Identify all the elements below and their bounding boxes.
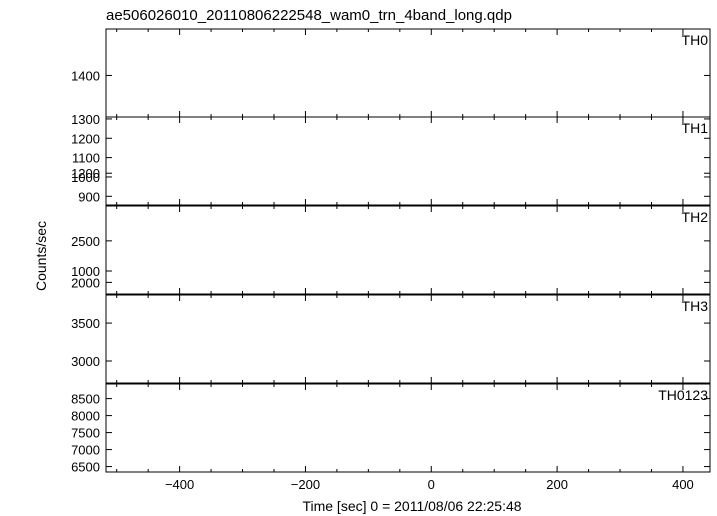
y-tick-label: 1000 xyxy=(71,264,100,279)
y-tick-label: 1400 xyxy=(71,68,100,83)
y-tick-label: 2500 xyxy=(71,234,100,249)
panels-group: 100012001400TH09001000110012001300TH1200… xyxy=(71,28,711,492)
x-axis-label: Time [sec] 0 = 2011/08/06 22:25:48 xyxy=(302,498,521,514)
series-line-th2 xyxy=(110,212,698,294)
series-line-th1 xyxy=(110,121,698,212)
y-tick-label: 3500 xyxy=(71,316,100,331)
panel-label: TH0 xyxy=(682,32,709,48)
x-tick-label: 200 xyxy=(546,477,568,492)
x-tick-label: −400 xyxy=(165,477,194,492)
panel-label: TH2 xyxy=(682,209,709,225)
y-tick-label: 8500 xyxy=(71,392,100,407)
chart-title: ae506026010_20110806222548_wam0_trn_4ban… xyxy=(106,7,512,24)
y-tick-label: 7500 xyxy=(71,426,100,441)
y-tick-label: 7000 xyxy=(71,443,100,458)
panel-label: TH1 xyxy=(682,120,709,136)
y-tick-label: 1000 xyxy=(71,170,100,185)
panel-frame xyxy=(105,383,711,473)
y-tick-label: 900 xyxy=(78,189,100,204)
series-line-th3 xyxy=(110,306,698,383)
y-tick-label: 1100 xyxy=(72,151,100,166)
series-line-th0123 xyxy=(110,389,698,467)
panel-frame xyxy=(105,116,711,206)
panel-th3: 3000 3500 TH3 xyxy=(71,294,711,384)
y-tick-label: 1200 xyxy=(71,166,100,181)
panel-th0123: 6500 7000 7500 8000 8500 TH0123 xyxy=(71,383,711,475)
y-tick-label: 8000 xyxy=(71,409,100,424)
y-tick-label: 2000 xyxy=(71,275,100,290)
x-tick-label: 400 xyxy=(672,477,694,492)
y-tick-label: 1300 xyxy=(71,112,100,127)
y-axis-label: Counts/sec xyxy=(33,221,49,291)
panel-frame xyxy=(105,28,711,118)
x-tick-label: 0 xyxy=(428,477,435,492)
panel-frame xyxy=(105,205,711,295)
series-line-th0 xyxy=(110,70,698,331)
y-tick-label: 1200 xyxy=(71,131,100,146)
y-tick-label: 6500 xyxy=(71,460,100,475)
panel-frame xyxy=(105,294,711,384)
panel-label: TH0123 xyxy=(658,387,708,403)
panel-label: TH3 xyxy=(682,298,709,314)
y-tick-label: 3000 xyxy=(71,354,100,369)
panel-th2: 2000 2500 TH2 xyxy=(71,205,711,295)
x-tick-label: −200 xyxy=(291,477,320,492)
